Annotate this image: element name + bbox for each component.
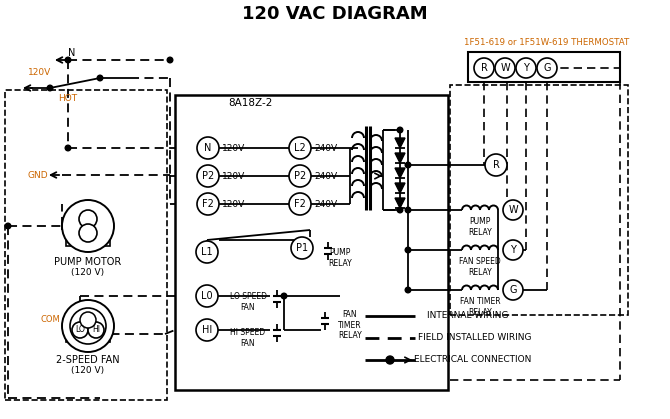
Text: HI: HI: [92, 326, 100, 334]
Text: FAN
TIMER
RELAY: FAN TIMER RELAY: [338, 310, 362, 340]
Text: 120V: 120V: [222, 143, 246, 153]
Text: 120V: 120V: [28, 67, 51, 77]
Circle shape: [79, 224, 97, 242]
Bar: [66, 334, 110, 342]
Polygon shape: [395, 138, 405, 148]
Text: R: R: [480, 63, 488, 73]
Circle shape: [289, 137, 311, 159]
Text: FAN TIMER
RELAY: FAN TIMER RELAY: [460, 297, 500, 317]
Text: FAN SPEED
RELAY: FAN SPEED RELAY: [459, 257, 501, 277]
Bar: [175, 95, 448, 390]
Text: G: G: [509, 285, 517, 295]
Circle shape: [88, 322, 104, 338]
Circle shape: [80, 312, 96, 328]
Text: HOT: HOT: [58, 93, 78, 103]
Circle shape: [62, 300, 114, 352]
Circle shape: [289, 193, 311, 215]
Circle shape: [503, 200, 523, 220]
Polygon shape: [395, 153, 405, 163]
Circle shape: [291, 237, 313, 259]
Circle shape: [405, 287, 411, 293]
Bar: [66, 238, 110, 246]
Text: L1: L1: [201, 247, 213, 257]
Text: 2-SPEED FAN: 2-SPEED FAN: [56, 355, 120, 365]
Text: PUMP
RELAY: PUMP RELAY: [328, 248, 352, 268]
Text: P1: P1: [296, 243, 308, 253]
Text: N: N: [204, 143, 212, 153]
Text: 120V: 120V: [222, 199, 246, 209]
Circle shape: [79, 210, 97, 228]
Circle shape: [405, 247, 411, 253]
Circle shape: [485, 154, 507, 176]
Text: PUMP
RELAY: PUMP RELAY: [468, 217, 492, 237]
Text: (120 V): (120 V): [72, 365, 105, 375]
Text: (120 V): (120 V): [72, 267, 105, 277]
Text: FIELD INSTALLED WIRING: FIELD INSTALLED WIRING: [418, 334, 532, 342]
Text: 1F51-619 or 1F51W-619 THERMOSTAT: 1F51-619 or 1F51W-619 THERMOSTAT: [464, 37, 630, 47]
Text: Y: Y: [523, 63, 529, 73]
Circle shape: [196, 241, 218, 263]
Circle shape: [386, 356, 394, 364]
Circle shape: [72, 322, 88, 338]
Circle shape: [196, 285, 218, 307]
Circle shape: [65, 57, 71, 63]
Circle shape: [503, 280, 523, 300]
Text: W: W: [508, 205, 518, 215]
Text: N: N: [68, 48, 75, 58]
Circle shape: [168, 57, 173, 63]
Text: 240V: 240V: [314, 199, 338, 209]
Text: 120V: 120V: [222, 171, 246, 181]
Bar: [5, 90, 167, 400]
Text: W: W: [500, 63, 510, 73]
Circle shape: [474, 58, 494, 78]
Circle shape: [495, 58, 515, 78]
Text: P2: P2: [202, 171, 214, 181]
Text: Y: Y: [510, 245, 516, 255]
Text: 120 VAC DIAGRAM: 120 VAC DIAGRAM: [242, 5, 428, 23]
Text: P2: P2: [294, 171, 306, 181]
Polygon shape: [395, 168, 405, 178]
Polygon shape: [395, 198, 405, 208]
Text: 240V: 240V: [314, 143, 338, 153]
Text: INTERNAL WIRING: INTERNAL WIRING: [427, 311, 509, 321]
Text: F2: F2: [202, 199, 214, 209]
Circle shape: [65, 145, 71, 151]
Circle shape: [197, 165, 219, 187]
Circle shape: [397, 127, 403, 133]
Circle shape: [405, 162, 411, 168]
Circle shape: [537, 58, 557, 78]
Text: PUMP MOTOR: PUMP MOTOR: [54, 257, 122, 267]
Circle shape: [196, 319, 218, 341]
Bar: [468, 52, 620, 82]
Text: HI: HI: [202, 325, 212, 335]
Text: F2: F2: [294, 199, 306, 209]
Text: 8A18Z-2: 8A18Z-2: [228, 98, 272, 108]
Polygon shape: [395, 183, 405, 193]
Bar: [450, 85, 628, 315]
Circle shape: [197, 137, 219, 159]
Circle shape: [503, 240, 523, 260]
Text: ELECTRICAL CONNECTION: ELECTRICAL CONNECTION: [414, 355, 532, 365]
Text: LO SPEED
FAN: LO SPEED FAN: [230, 292, 267, 312]
Text: LO: LO: [75, 326, 85, 334]
Circle shape: [281, 293, 287, 299]
Circle shape: [47, 85, 53, 91]
Text: COM: COM: [40, 316, 60, 324]
Circle shape: [516, 58, 536, 78]
Text: G: G: [543, 63, 551, 73]
Circle shape: [97, 75, 103, 81]
Circle shape: [397, 207, 403, 213]
Text: 240V: 240V: [314, 171, 338, 181]
Circle shape: [62, 200, 114, 252]
Circle shape: [5, 223, 11, 229]
Text: R: R: [492, 160, 499, 170]
Circle shape: [405, 207, 411, 213]
Text: L0: L0: [201, 291, 213, 301]
Circle shape: [70, 308, 106, 344]
Text: GND: GND: [28, 171, 49, 179]
Text: L2: L2: [294, 143, 306, 153]
Circle shape: [197, 193, 219, 215]
Circle shape: [289, 165, 311, 187]
Text: HI SPEED
FAN: HI SPEED FAN: [230, 328, 265, 348]
